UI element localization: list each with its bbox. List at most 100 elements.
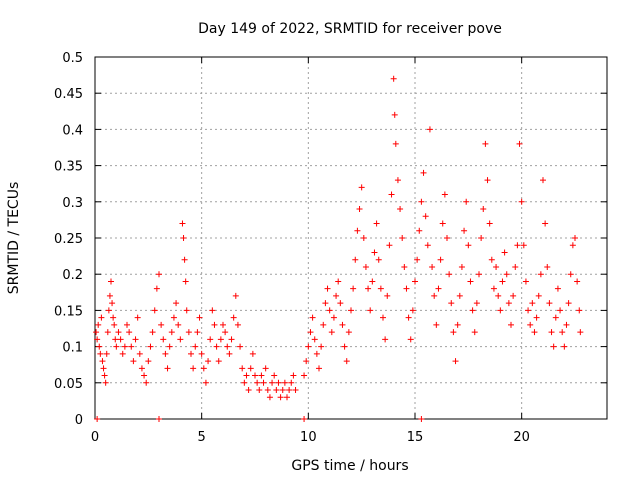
data-point — [260, 379, 267, 386]
data-point — [335, 278, 342, 285]
data-point — [478, 235, 485, 241]
data-point — [281, 379, 288, 386]
data-point — [109, 300, 116, 307]
data-point — [348, 307, 354, 314]
data-point — [518, 198, 525, 205]
data-point — [202, 379, 209, 386]
data-point — [124, 321, 130, 328]
data-point — [503, 271, 510, 278]
data-point — [96, 343, 103, 350]
data-point — [399, 235, 406, 241]
data-point — [215, 358, 222, 365]
data-point — [232, 292, 239, 299]
data-point — [156, 416, 162, 422]
data-point — [226, 350, 233, 357]
y-tick-label: 0.05 — [54, 377, 83, 392]
data-point — [563, 321, 570, 328]
y-tick-label: 0.45 — [54, 87, 83, 102]
data-point — [213, 343, 220, 350]
data-point — [256, 387, 263, 394]
data-point — [222, 329, 229, 336]
axis-ticks: 0 0.05 0.1 0.15 0.2 0.25 0.3 0.35 0.4 0.45 0.5 0 5 10… — [54, 51, 607, 445]
data-point — [354, 227, 361, 234]
data-point — [341, 343, 348, 350]
data-point — [350, 285, 357, 292]
y-tick-label: 0.3 — [62, 196, 83, 211]
data-point — [412, 278, 418, 285]
data-point — [284, 394, 290, 401]
data-point — [183, 307, 190, 314]
data-point — [435, 285, 442, 292]
data-point — [138, 365, 145, 372]
data-point — [567, 271, 574, 278]
data-point — [371, 249, 378, 256]
data-point — [433, 321, 440, 328]
data-point — [126, 329, 133, 336]
data-point — [292, 387, 299, 394]
data-point — [119, 350, 126, 357]
data-point — [143, 379, 150, 386]
data-point — [192, 343, 199, 350]
data-point — [394, 177, 401, 184]
data-point — [188, 350, 194, 357]
data-point — [271, 372, 278, 379]
data-point — [217, 336, 224, 343]
data-point — [182, 278, 189, 285]
data-point — [301, 372, 308, 379]
data-point — [386, 242, 393, 249]
data-point — [574, 278, 581, 285]
data-point — [356, 206, 363, 213]
data-point — [360, 235, 367, 241]
data-point — [303, 358, 310, 365]
data-point — [537, 271, 544, 278]
data-point — [452, 358, 459, 365]
data-point — [450, 329, 457, 336]
y-tick-label: 0 — [75, 413, 83, 428]
data-point — [275, 379, 282, 386]
data-point — [160, 336, 167, 343]
data-point — [493, 263, 500, 270]
data-point — [234, 321, 241, 328]
data-point — [401, 263, 408, 270]
data-point — [577, 329, 584, 336]
x-tick-label: 5 — [198, 430, 206, 445]
data-point — [162, 350, 169, 357]
data-point — [463, 198, 470, 205]
data-point — [392, 140, 399, 147]
data-point — [307, 329, 314, 336]
data-point — [173, 300, 180, 307]
data-point — [467, 278, 474, 285]
data-point — [546, 300, 553, 307]
data-point — [266, 394, 273, 401]
data-point — [158, 321, 165, 328]
data-point — [145, 358, 152, 365]
data-point — [461, 227, 468, 234]
data-point — [439, 220, 446, 227]
data-point — [343, 358, 350, 365]
data-point — [407, 336, 414, 343]
data-point — [309, 314, 316, 321]
data-point — [112, 336, 119, 343]
data-point — [198, 350, 205, 357]
data-point — [495, 292, 502, 299]
data-point — [529, 300, 536, 307]
data-point — [403, 285, 410, 292]
data-point — [97, 350, 104, 357]
data-point — [153, 285, 160, 292]
data-point — [358, 184, 365, 191]
data-point — [132, 336, 139, 343]
data-point — [105, 307, 112, 314]
data-point — [484, 177, 491, 184]
data-point — [416, 227, 423, 234]
data-point — [311, 336, 318, 343]
data-point — [316, 365, 322, 372]
x-tick-label: 10 — [300, 430, 317, 445]
data-point — [362, 263, 369, 270]
data-point — [230, 314, 237, 321]
data-point — [576, 307, 583, 314]
data-point — [365, 285, 372, 292]
data-point — [456, 292, 463, 299]
data-point — [326, 307, 333, 314]
data-point — [550, 343, 557, 350]
data-point — [391, 111, 398, 118]
